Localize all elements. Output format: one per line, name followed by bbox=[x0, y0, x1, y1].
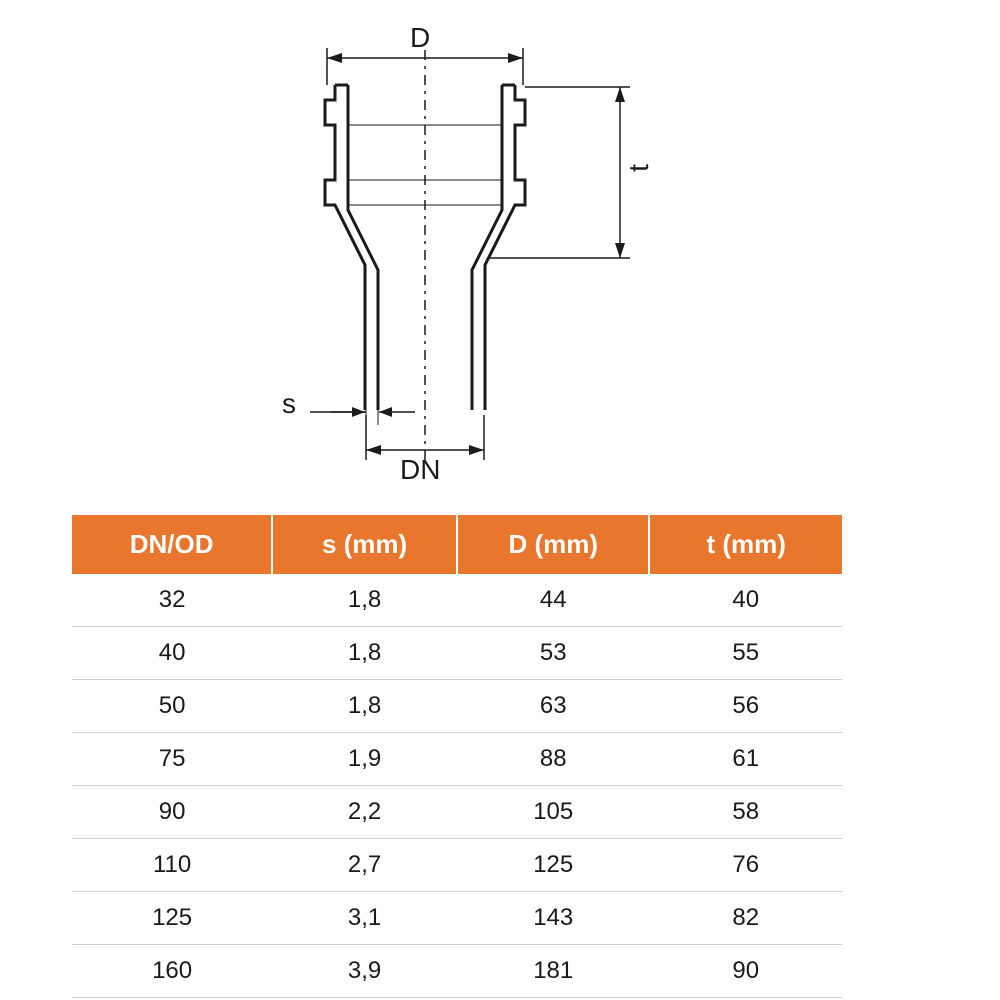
table-row: 501,86356 bbox=[72, 680, 842, 733]
table-cell: 56 bbox=[649, 680, 842, 733]
table-cell: 160 bbox=[72, 945, 272, 998]
table-row: 401,85355 bbox=[72, 627, 842, 680]
table-cell: 125 bbox=[72, 892, 272, 945]
dimensions-table: DN/OD s (mm) D (mm) t (mm) 321,84440401,… bbox=[72, 515, 842, 998]
table-cell: 90 bbox=[649, 945, 842, 998]
table-cell: 76 bbox=[649, 839, 842, 892]
table-row: 321,84440 bbox=[72, 574, 842, 627]
label-d: D bbox=[410, 22, 430, 54]
label-dn: DN bbox=[400, 454, 440, 486]
table-cell: 2,2 bbox=[272, 786, 457, 839]
table-row: 751,98861 bbox=[72, 733, 842, 786]
table-cell: 105 bbox=[457, 786, 650, 839]
table-cell: 1,8 bbox=[272, 627, 457, 680]
table-cell: 58 bbox=[649, 786, 842, 839]
col-header-dnod: DN/OD bbox=[72, 515, 272, 574]
table-row: 1253,114382 bbox=[72, 892, 842, 945]
table-cell: 88 bbox=[457, 733, 650, 786]
table-cell: 2,7 bbox=[272, 839, 457, 892]
table-cell: 3,1 bbox=[272, 892, 457, 945]
table-header: DN/OD s (mm) D (mm) t (mm) bbox=[72, 515, 842, 574]
diagram-svg bbox=[130, 30, 750, 490]
table-cell: 1,8 bbox=[272, 574, 457, 627]
table-cell: 55 bbox=[649, 627, 842, 680]
table-cell: 125 bbox=[457, 839, 650, 892]
table-body: 321,84440401,85355501,86356751,98861902,… bbox=[72, 574, 842, 998]
table: DN/OD s (mm) D (mm) t (mm) 321,84440401,… bbox=[72, 515, 842, 998]
col-header-s: s (mm) bbox=[272, 515, 457, 574]
table-cell: 50 bbox=[72, 680, 272, 733]
label-s: s bbox=[282, 388, 296, 420]
col-header-d: D (mm) bbox=[457, 515, 650, 574]
table-cell: 61 bbox=[649, 733, 842, 786]
table-cell: 53 bbox=[457, 627, 650, 680]
table-cell: 40 bbox=[649, 574, 842, 627]
table-cell: 82 bbox=[649, 892, 842, 945]
pipe-diagram: D t s DN bbox=[130, 30, 750, 490]
table-cell: 32 bbox=[72, 574, 272, 627]
col-header-t: t (mm) bbox=[649, 515, 842, 574]
table-cell: 110 bbox=[72, 839, 272, 892]
table-cell: 143 bbox=[457, 892, 650, 945]
table-cell: 63 bbox=[457, 680, 650, 733]
table-row: 902,210558 bbox=[72, 786, 842, 839]
table-cell: 181 bbox=[457, 945, 650, 998]
table-cell: 1,9 bbox=[272, 733, 457, 786]
table-cell: 75 bbox=[72, 733, 272, 786]
table-cell: 40 bbox=[72, 627, 272, 680]
table-cell: 1,8 bbox=[272, 680, 457, 733]
label-t: t bbox=[623, 164, 655, 172]
table-cell: 44 bbox=[457, 574, 650, 627]
table-cell: 3,9 bbox=[272, 945, 457, 998]
table-row: 1603,918190 bbox=[72, 945, 842, 998]
table-cell: 90 bbox=[72, 786, 272, 839]
table-row: 1102,712576 bbox=[72, 839, 842, 892]
